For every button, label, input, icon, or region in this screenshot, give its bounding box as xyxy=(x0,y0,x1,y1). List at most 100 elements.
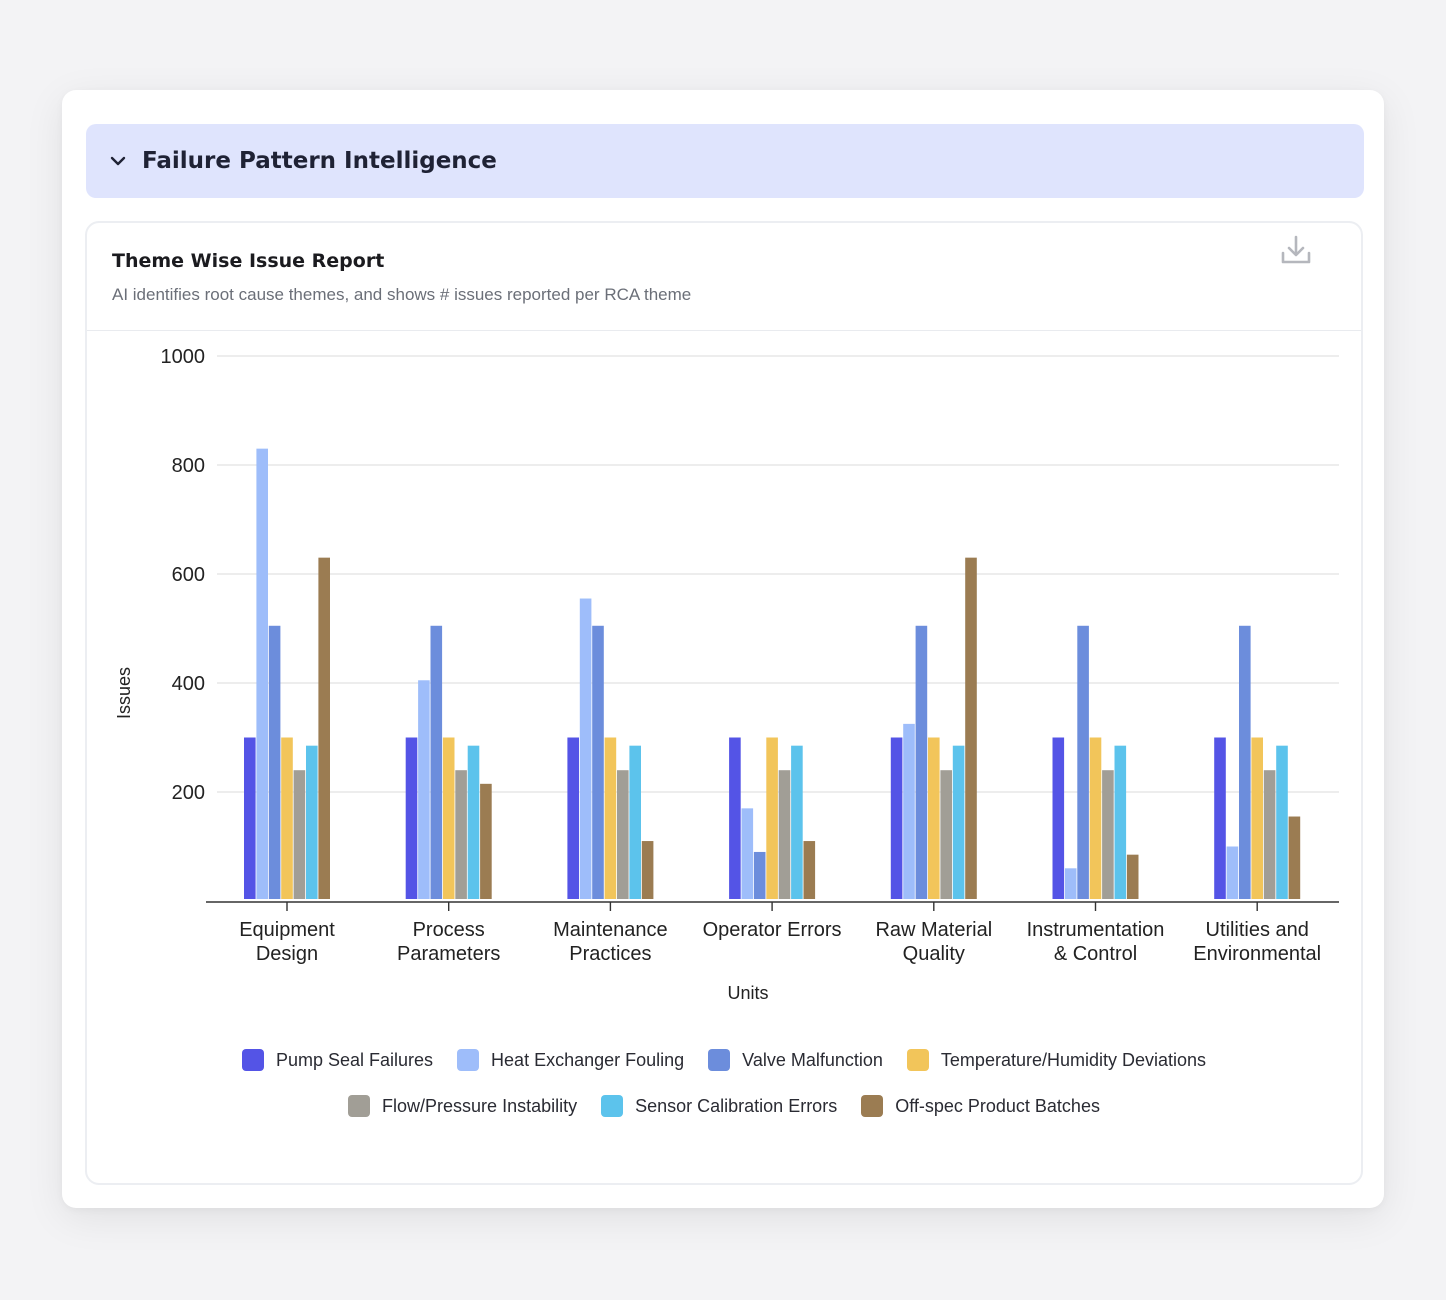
bar xyxy=(244,737,256,899)
bar xyxy=(467,745,480,899)
bar xyxy=(940,770,952,899)
chevron-down-icon[interactable] xyxy=(108,151,128,171)
legend-label: Heat Exchanger Fouling xyxy=(491,1049,685,1070)
legend-label: Flow/Pressure Instability xyxy=(382,1095,578,1116)
x-tick-label: Practices xyxy=(569,943,651,965)
card-subtitle: AI identifies root cause themes, and sho… xyxy=(112,285,692,304)
legend-label: Temperature/Humidity Deviations xyxy=(940,1049,1207,1070)
bar xyxy=(604,737,617,899)
bar xyxy=(592,625,604,899)
x-tick-label: Equipment xyxy=(239,919,335,941)
bar xyxy=(803,841,816,899)
legend-item[interactable]: Valve Malfunction xyxy=(708,1049,883,1071)
bar xyxy=(430,625,443,899)
bar xyxy=(617,770,629,899)
x-tick-label: Quality xyxy=(903,943,965,965)
legend-swatch xyxy=(241,1049,264,1071)
bar xyxy=(890,737,903,899)
bar xyxy=(741,808,754,899)
legend-swatch xyxy=(861,1095,884,1117)
legend-item[interactable]: Sensor Calibration Errors xyxy=(601,1095,837,1117)
x-axis-label: Units xyxy=(727,983,768,1003)
bar xyxy=(567,737,579,899)
legend-item[interactable]: Heat Exchanger Fouling xyxy=(457,1049,684,1071)
x-tick-label: Utilities and xyxy=(1206,919,1309,941)
x-tick-label: Design xyxy=(256,943,318,965)
legend-row: Pump Seal Failures Heat Exchanger Fouling… xyxy=(87,1049,1361,1071)
bar xyxy=(418,680,430,899)
bar xyxy=(1251,737,1263,899)
y-tick-label: 600 xyxy=(172,564,205,586)
legend-item[interactable]: Flow/Pressure Instability xyxy=(348,1095,577,1117)
bar xyxy=(1126,854,1139,899)
section-header-failure-pattern[interactable]: Failure Pattern Intelligence xyxy=(86,124,1364,198)
download-icon[interactable] xyxy=(1279,233,1313,267)
bar xyxy=(1214,737,1226,899)
bar xyxy=(915,625,928,899)
bar xyxy=(791,745,803,899)
bar xyxy=(318,557,330,899)
y-axis-label: Issues xyxy=(114,667,134,719)
legend-label: Off-spec Product Batches xyxy=(895,1095,1100,1116)
legend-swatch xyxy=(457,1049,480,1071)
legend-item[interactable]: Pump Seal Failures xyxy=(241,1049,434,1071)
chart-card: Theme Wise Issue Report AI identifies ro… xyxy=(85,221,1363,1185)
bar xyxy=(928,737,940,899)
bar xyxy=(629,745,641,899)
bar xyxy=(1052,737,1065,899)
x-tick-label: Raw Material xyxy=(875,919,992,941)
bar xyxy=(1064,868,1077,899)
bar xyxy=(753,851,766,899)
bar xyxy=(579,598,592,899)
section-title: Failure Pattern Intelligence xyxy=(142,148,497,174)
x-tick-label: Process xyxy=(413,919,485,941)
bar xyxy=(1102,770,1114,899)
legend-item[interactable]: Temperature/Humidity Deviations xyxy=(906,1049,1207,1071)
legend-label: Valve Malfunction xyxy=(742,1049,883,1070)
card-header: Theme Wise Issue Report AI identifies ro… xyxy=(87,223,1361,331)
y-tick-label: 800 xyxy=(172,455,205,477)
x-tick-label: Operator Errors xyxy=(703,919,842,941)
report-panel: Failure Pattern Intelligence Theme Wise … xyxy=(62,90,1384,1208)
bar xyxy=(641,841,654,899)
bar xyxy=(965,557,977,899)
legend-item[interactable]: Off-spec Product Batches xyxy=(861,1095,1100,1117)
card-title: Theme Wise Issue Report xyxy=(112,250,385,272)
bar xyxy=(480,783,492,899)
bar xyxy=(1089,737,1102,899)
bar xyxy=(293,770,306,899)
x-tick-label: Instrumentation xyxy=(1027,919,1165,941)
x-tick-label: Environmental xyxy=(1193,943,1321,965)
bar xyxy=(256,448,268,899)
x-tick-label: Parameters xyxy=(397,943,500,965)
bar xyxy=(903,723,915,899)
bar xyxy=(455,770,467,899)
bar xyxy=(778,770,791,899)
bar xyxy=(1226,846,1239,899)
y-tick-label: 1000 xyxy=(161,346,206,368)
legend-swatch xyxy=(601,1095,624,1117)
x-tick-label: & Control xyxy=(1054,943,1137,965)
bar xyxy=(1263,770,1276,899)
bar xyxy=(405,737,418,899)
legend-swatch xyxy=(708,1049,731,1071)
bar xyxy=(306,745,318,899)
legend-label: Sensor Calibration Errors xyxy=(635,1095,838,1116)
bar xyxy=(1276,745,1288,899)
bar xyxy=(952,745,965,899)
legend-row: Flow/Pressure Instability Sensor Calibrat… xyxy=(87,1095,1361,1117)
legend-label: Pump Seal Failures xyxy=(275,1049,434,1070)
bar xyxy=(268,625,281,899)
bar xyxy=(281,737,293,899)
y-tick-label: 400 xyxy=(172,673,205,695)
bar xyxy=(1077,625,1089,899)
bar xyxy=(766,737,778,899)
bar xyxy=(729,737,741,899)
x-tick-label: Maintenance xyxy=(553,919,668,941)
legend-swatch xyxy=(906,1049,929,1071)
legend-swatch xyxy=(348,1095,371,1117)
y-tick-label: 200 xyxy=(172,782,205,804)
bar xyxy=(1288,816,1301,899)
bar xyxy=(1239,625,1251,899)
